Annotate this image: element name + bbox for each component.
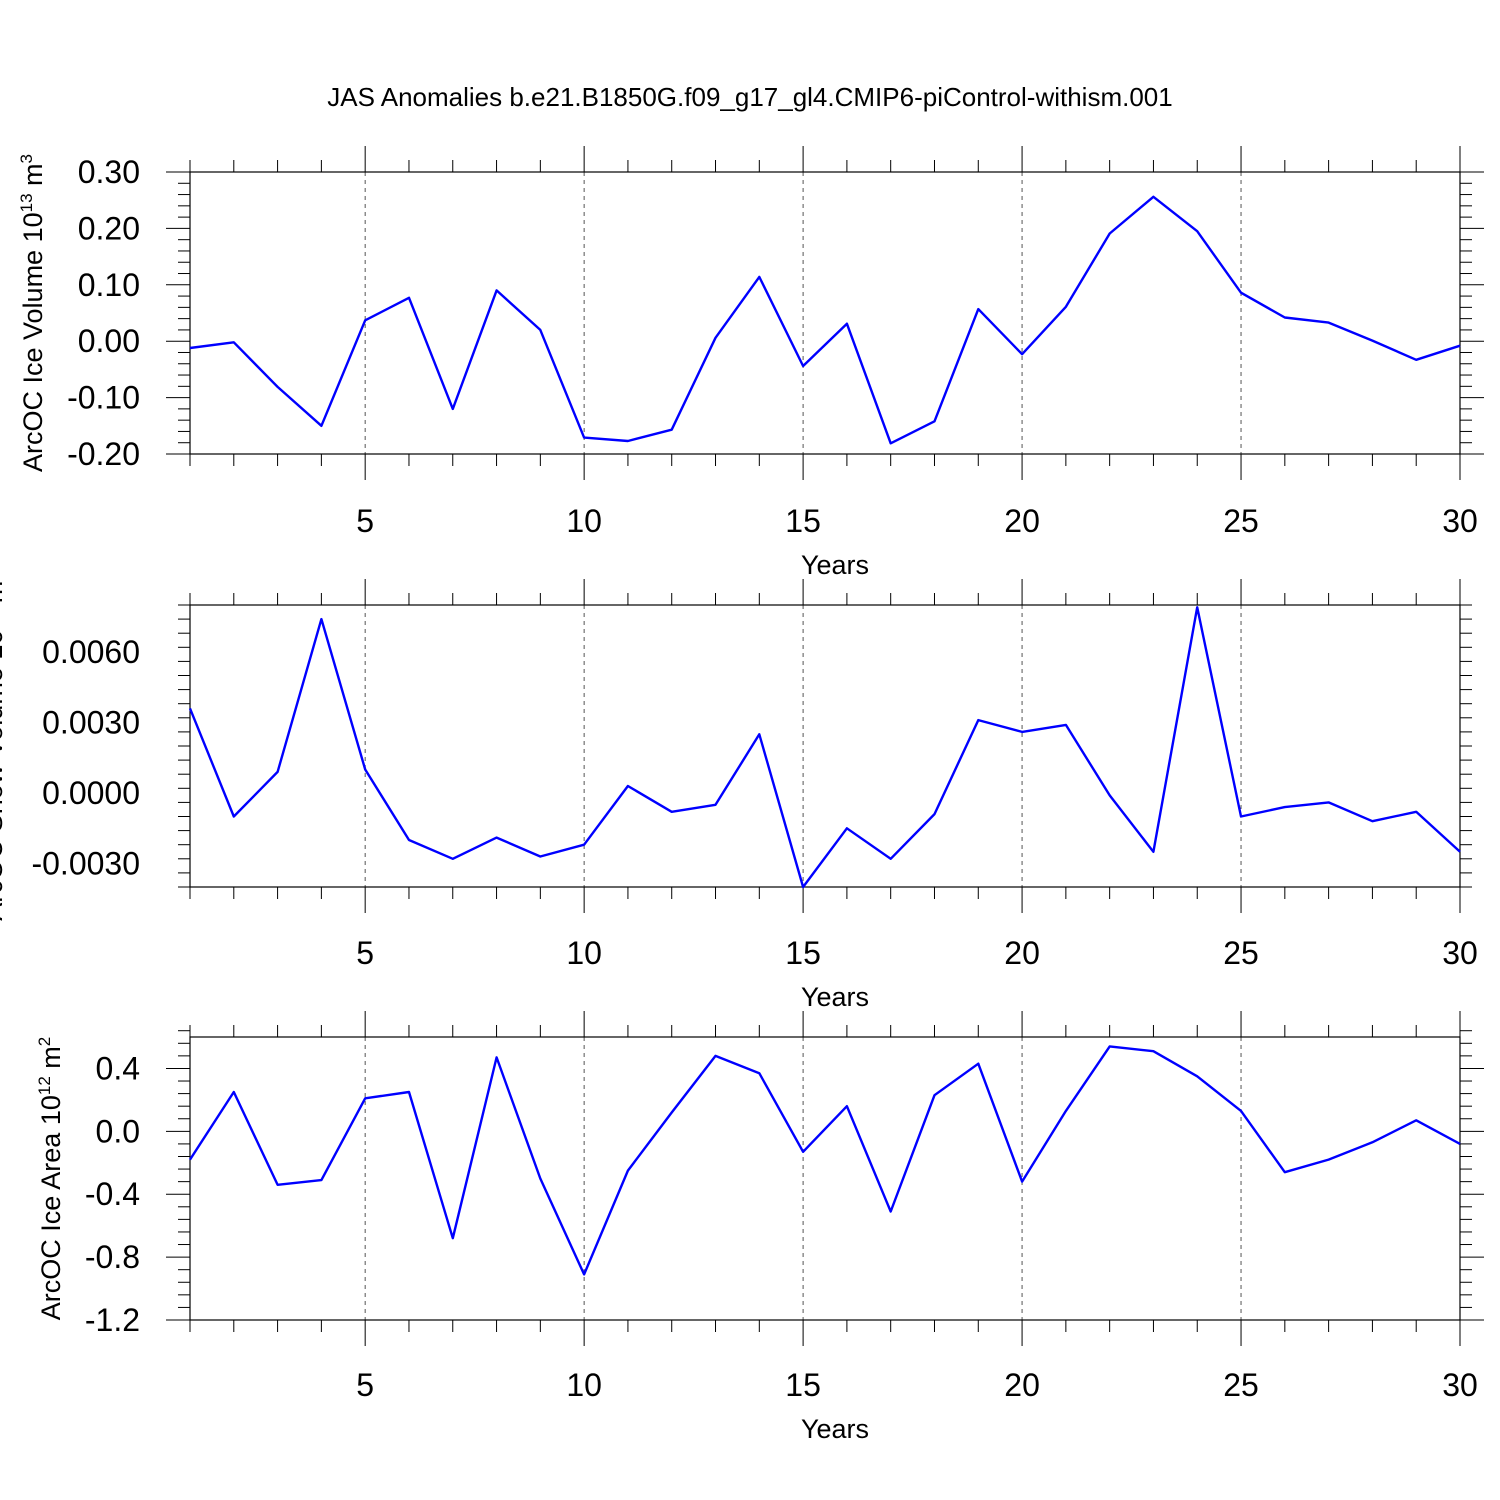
x-tick-label: 10 <box>566 1367 602 1403</box>
series-line <box>188 1045 1461 1276</box>
y-axis-label: ArcOC Ice Area 1012 m2 <box>35 1037 66 1321</box>
x-tick-label: 15 <box>785 935 821 971</box>
y-tick-label: -0.4 <box>85 1176 140 1212</box>
x-tick-label: 25 <box>1223 503 1259 539</box>
series-line <box>188 606 1461 889</box>
x-tick-label: 20 <box>1004 935 1040 971</box>
x-tick-label: 15 <box>785 503 821 539</box>
y-tick-label: 0.10 <box>78 267 140 303</box>
plot-frame <box>189 604 1461 888</box>
x-tick-label: 25 <box>1223 935 1259 971</box>
y-tick-label: 0.0060 <box>42 634 140 670</box>
x-tick-label: 5 <box>356 1367 374 1403</box>
x-tick-label: 30 <box>1442 935 1478 971</box>
panel-snow-volume: 5 10 15 20 25 30 -0.0030 0.0000 0.0030 0.0060 Year… <box>0 571 1478 1012</box>
x-tick-label: 5 <box>356 935 374 971</box>
x-axis-label: Years <box>801 982 869 1012</box>
y-tick-label: -0.20 <box>67 436 140 472</box>
y-tick-label: 0.00 <box>78 323 140 359</box>
panel-ice-volume: 5 10 15 20 25 30 -0.20 -0.10 0.00 0.10 0.20 0.30 Yea… <box>17 146 1484 580</box>
y-tick-label: -0.10 <box>67 380 140 416</box>
y-tick-label: 0.4 <box>96 1050 140 1086</box>
x-tick-label: 10 <box>566 935 602 971</box>
panel-ice-area: 5 10 15 20 25 30 -1.2 -0.8 -0.4 0.0 0.4 Years ArcOC … <box>35 1011 1484 1444</box>
x-axis-label: Years <box>801 550 869 580</box>
y-tick-label: -0.8 <box>85 1239 140 1275</box>
x-axis-label: Years <box>801 1414 869 1444</box>
x-tick-label: 30 <box>1442 1367 1478 1403</box>
x-tick-label: 10 <box>566 503 602 539</box>
y-tick-label: -0.0030 <box>31 846 140 882</box>
x-tick-label: 15 <box>785 1367 821 1403</box>
y-tick-label: 0.0030 <box>42 705 140 741</box>
x-tick-label: 5 <box>356 503 374 539</box>
chart-title: JAS Anomalies b.e21.B1850G.f09_g17_gl4.C… <box>327 82 1172 112</box>
plot-frame <box>189 1036 1461 1321</box>
x-tick-label: 20 <box>1004 503 1040 539</box>
y-tick-label: 0.0000 <box>42 775 140 811</box>
x-tick-label: 20 <box>1004 1367 1040 1403</box>
y-axis-label: ArcOC Snow Volume 1013 m3 <box>0 571 8 921</box>
plot-frame <box>189 171 1461 455</box>
x-tick-label: 30 <box>1442 503 1478 539</box>
x-tick-label: 25 <box>1223 1367 1259 1403</box>
y-tick-label: 0.0 <box>96 1113 140 1149</box>
y-axis-label: ArcOC Ice Volume 1013 m3 <box>17 154 48 472</box>
y-tick-label: -1.2 <box>85 1302 140 1338</box>
series-line <box>189 195 1461 445</box>
y-tick-label: 0.30 <box>78 154 140 190</box>
y-tick-label: 0.20 <box>78 210 140 246</box>
